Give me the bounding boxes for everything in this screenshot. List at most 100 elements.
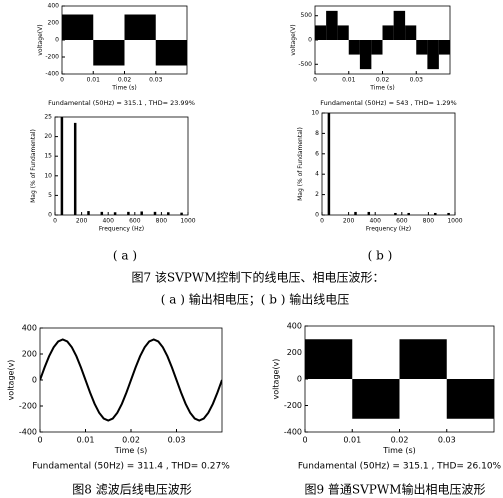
plot-frame — [321, 112, 456, 216]
y-tick-label: 0 — [308, 37, 312, 44]
y-axis-label: voltage(V) — [37, 24, 44, 55]
x-tick-label: 1000 — [180, 218, 195, 225]
y-tick-label: -400 — [19, 428, 37, 437]
caption: ( a ) 输出相电压；( b ) 输出线电压 — [161, 292, 349, 307]
plot — [315, 10, 450, 70]
y-tick-label: 0 — [48, 212, 52, 219]
y-axis-label: Mag (% of Fundamental) — [30, 129, 37, 203]
plot-frame — [54, 116, 189, 216]
x-axis-label: Time (s) — [369, 84, 394, 91]
bar — [367, 211, 371, 215]
y-tick-label: 400 — [48, 3, 60, 10]
x-tick-label: 0.02 — [376, 77, 390, 84]
y-tick-label: -500 — [298, 61, 312, 68]
bar — [113, 212, 117, 215]
y-tick-label: 10 — [44, 172, 52, 179]
y-axis-label: voltage(v) — [7, 360, 16, 401]
y-tick-label: -200 — [284, 401, 302, 410]
y-tick-label: 25 — [44, 114, 52, 121]
x-axis-label: Frequency (Hz) — [99, 225, 144, 232]
caption: 图8 滤波后线电压波形 — [72, 483, 191, 497]
bar — [87, 211, 90, 215]
waveform-segment — [352, 379, 400, 419]
x-tick-label: 0 — [302, 436, 307, 445]
y-tick-label: 0 — [315, 212, 319, 219]
bar — [180, 212, 183, 215]
y-tick-label: 200 — [287, 348, 302, 357]
x-tick-label: 800 — [423, 218, 435, 225]
y-tick-label: -400 — [45, 71, 59, 78]
caption: ( a ) — [113, 249, 137, 263]
y-axis-label: voltage(v) — [272, 359, 281, 400]
waveform-segment — [446, 379, 494, 419]
x-tick-label: 400 — [102, 218, 114, 225]
bar — [100, 211, 104, 215]
x-axis-label: Time (s) — [111, 84, 136, 91]
x-tick-label: 800 — [156, 218, 168, 225]
waveform-segment — [348, 40, 360, 55]
x-tick-label: 0.03 — [149, 77, 163, 84]
x-tick-label: 0.03 — [438, 436, 456, 445]
x-tick-label: 0 — [53, 218, 57, 225]
bar — [153, 211, 157, 215]
y-tick-label: 10 — [311, 110, 319, 117]
waveform-segment — [326, 10, 338, 40]
y-tick-label: 15 — [44, 153, 52, 160]
x-tick-label: 200 — [76, 218, 88, 225]
x-tick-label: 0.03 — [168, 436, 186, 445]
y-tick-label: -400 — [284, 428, 302, 437]
waveform-segment — [359, 40, 372, 70]
x-tick-label: 0 — [320, 218, 324, 225]
x-tick-label: 200 — [343, 218, 355, 225]
y-tick-label: 0 — [32, 376, 37, 385]
y-tick-label: 400 — [287, 322, 302, 331]
plot — [60, 117, 183, 215]
y-tick-label: 0 — [55, 37, 59, 44]
y-tick-label: 200 — [48, 20, 60, 27]
y-tick-label: 5 — [48, 192, 52, 199]
waveform-segment — [371, 40, 383, 55]
x-axis-label: Frequency (Hz) — [366, 225, 411, 232]
x-tick-label: 0.03 — [410, 77, 424, 84]
x-tick-label: 0.01 — [77, 436, 95, 445]
y-tick-label: -200 — [19, 402, 37, 411]
waveform-segment — [427, 40, 439, 70]
waveform-segment — [382, 25, 394, 40]
x-tick-label: 0.02 — [122, 436, 140, 445]
waveform-segment — [62, 14, 94, 40]
bar — [407, 212, 410, 215]
x-tick-label: 0.02 — [391, 436, 409, 445]
waveform-segment — [405, 25, 417, 40]
bar — [140, 211, 143, 215]
waveform-segment — [337, 25, 349, 40]
y-tick-label: 8 — [315, 130, 319, 137]
waveform-segment — [399, 339, 447, 379]
bar — [73, 122, 77, 215]
x-tick-label: 0.01 — [342, 77, 356, 84]
caption: 图9 普通SVPWM输出相电压波形 — [304, 482, 485, 497]
waveform-segment — [305, 339, 353, 379]
y-axis-label: Mag (% of Fundamental) — [297, 127, 304, 201]
y-tick-label: 6 — [315, 150, 319, 157]
bar — [60, 117, 64, 215]
waveform-segment — [155, 40, 187, 66]
x-tick-label: 1000 — [447, 218, 462, 225]
bar — [394, 212, 397, 215]
bar — [447, 212, 450, 215]
bar — [354, 211, 357, 215]
x-tick-label: 0.02 — [118, 77, 132, 84]
chart-title: Fundamental (50Hz) = 315.1 , THD= 23.99% — [48, 99, 195, 107]
bar — [127, 211, 130, 215]
x-tick-label: 0.01 — [87, 77, 101, 84]
x-tick-label: 600 — [129, 218, 141, 225]
x-tick-label: 0 — [313, 77, 317, 84]
y-tick-label: 4 — [315, 171, 319, 178]
waveform-segment — [315, 25, 327, 40]
bar — [327, 113, 331, 215]
bar — [434, 212, 437, 215]
x-axis-label: Time (s) — [382, 446, 416, 455]
y-tick-label: 0 — [297, 375, 302, 384]
plot — [305, 339, 494, 419]
waveform-segment — [93, 40, 125, 66]
y-tick-label: 20 — [44, 133, 52, 140]
